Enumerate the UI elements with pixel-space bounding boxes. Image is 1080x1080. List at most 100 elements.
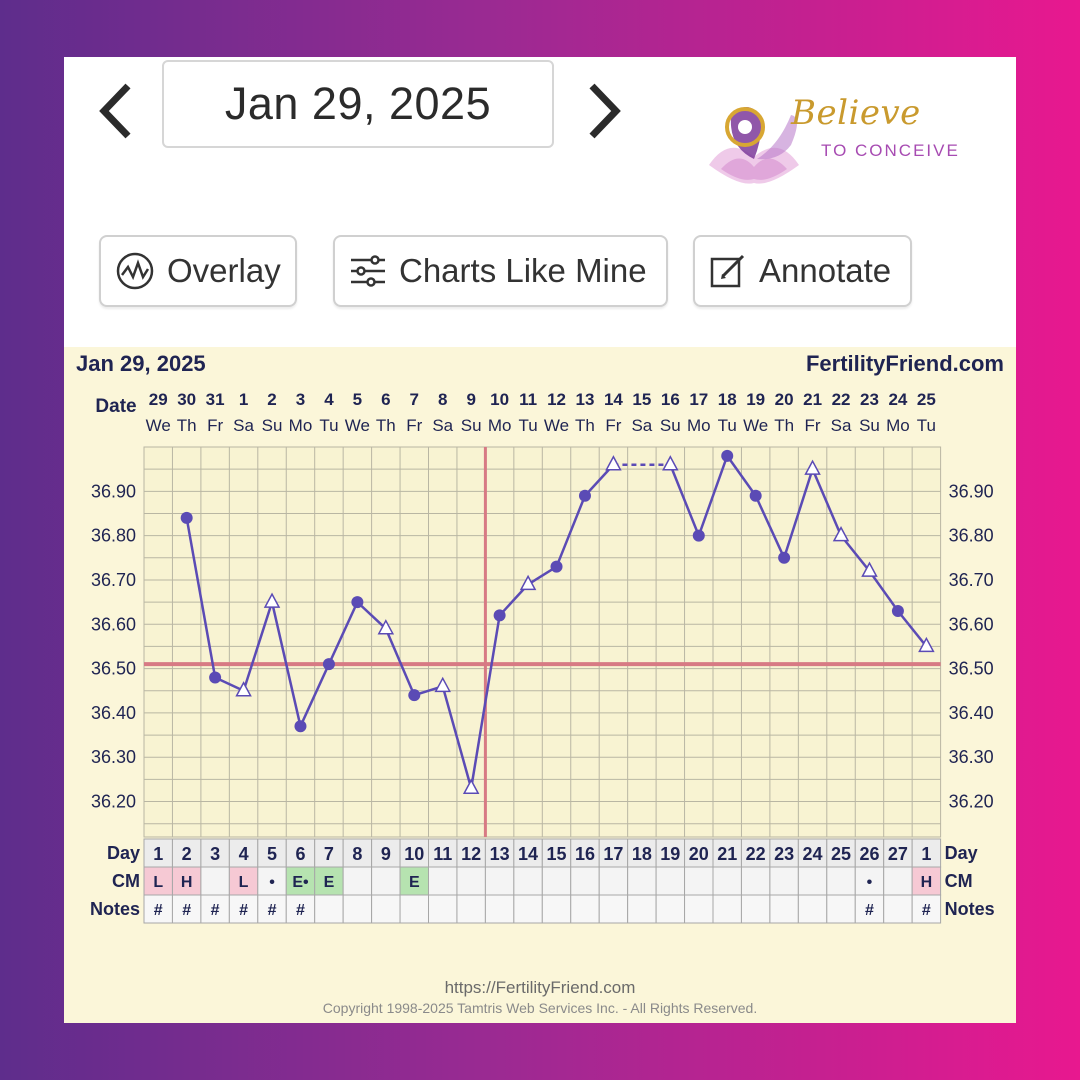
chart-site-name: FertilityFriend.com: [806, 351, 1004, 376]
weekday-tick-label: Su: [461, 416, 482, 435]
cm-cell: [570, 866, 600, 896]
weekday-tick-label: Mo: [289, 416, 313, 435]
y-tick-label-right: 36.20: [949, 792, 994, 812]
cycle-day-label: 5: [267, 844, 277, 864]
y-tick-label-left: 36.50: [91, 659, 136, 679]
day-cell: [797, 838, 828, 868]
notes-cell: [513, 894, 543, 924]
line-segment: [896, 610, 928, 648]
app-card: Jan 29, 2025 Believe TO CONCEIVE Overlay: [64, 57, 1016, 1023]
date-tick-label: 15: [632, 390, 651, 409]
date-tick-label: 17: [689, 390, 708, 409]
footer-url[interactable]: https://FertilityFriend.com: [445, 978, 636, 997]
next-date-button[interactable]: [584, 77, 624, 145]
notes-cell: [285, 894, 316, 924]
temperature-point-open: [519, 574, 537, 591]
day-cell: [627, 838, 657, 868]
date-tick-label: 19: [746, 390, 765, 409]
y-tick-label-left: 36.40: [91, 703, 136, 723]
temperature-point: [408, 689, 421, 702]
weekday-tick-label: Tu: [917, 416, 936, 435]
cycle-day-label: 22: [746, 844, 766, 864]
table-row-label-left: Notes: [90, 899, 140, 919]
cm-cell: [684, 866, 714, 896]
weekday-tick-label: We: [544, 416, 569, 435]
cycle-day-label: 12: [461, 844, 481, 864]
cm-cell: [200, 866, 230, 896]
weekday-tick-label: Su: [262, 416, 283, 435]
date-tick-label: 23: [860, 390, 879, 409]
day-cell: [314, 838, 344, 868]
temperature-point: [493, 609, 506, 622]
day-cell: [541, 838, 572, 868]
cycle-day-label: 17: [603, 844, 623, 864]
date-tick-label: 3: [296, 390, 305, 409]
y-tick-label-right: 36.60: [949, 614, 994, 634]
date-tick-label: 29: [149, 390, 168, 409]
day-cell: [712, 838, 742, 868]
cm-cell: [484, 866, 515, 896]
notes-cell: [200, 894, 230, 924]
line-segment: [270, 601, 302, 727]
date-tick-label: 2: [267, 390, 276, 409]
notes-cell: [797, 894, 828, 924]
line-segment: [868, 570, 899, 612]
temperature-point-open: [263, 592, 281, 608]
cm-cell: [712, 866, 742, 896]
y-tick-label-right: 36.80: [949, 526, 994, 546]
line-segment: [811, 468, 843, 537]
notes-value: #: [182, 902, 191, 919]
cycle-day-label: 26: [859, 844, 879, 864]
temperature-point: [721, 449, 734, 462]
notes-value: #: [239, 902, 248, 919]
weekday-tick-label: Mo: [886, 416, 910, 435]
notes-value: #: [296, 902, 305, 919]
annotate-button[interactable]: Annotate: [693, 235, 912, 307]
y-tick-label-right: 36.90: [949, 481, 994, 501]
cycle-day-label: 19: [660, 844, 680, 864]
temperature-point: [550, 560, 563, 573]
footer-copyright: Copyright 1998-2025 Tamtris Web Services…: [323, 1000, 757, 1016]
overlay-button[interactable]: Overlay: [99, 235, 297, 307]
date-tick-label: 13: [576, 390, 595, 409]
cycle-day-label: 1: [153, 844, 163, 864]
temperature-point: [351, 596, 364, 609]
butterfly-logo-icon: [709, 107, 799, 184]
cycle-day-label: 24: [803, 844, 823, 864]
line-segment: [782, 468, 814, 559]
cm-cell: [655, 866, 686, 896]
date-display[interactable]: Jan 29, 2025: [162, 60, 554, 148]
bbt-chart: Jan 29, 2025 FertilityFriend.com Date 29…: [64, 347, 1016, 1023]
cm-value: E: [409, 874, 420, 891]
date-tick-label: 31: [206, 390, 225, 409]
line-segment: [469, 615, 501, 789]
cm-cell: [541, 866, 572, 896]
cm-cell: [627, 866, 657, 896]
date-tick-label: 18: [718, 390, 737, 409]
charts-like-mine-button[interactable]: Charts Like Mine: [333, 235, 668, 307]
cycle-day-label: 8: [352, 844, 362, 864]
notes-cell: [740, 894, 771, 924]
notes-cell: [484, 894, 515, 924]
y-tick-label-left: 36.30: [91, 747, 136, 767]
date-tick-label: 7: [410, 390, 419, 409]
temperature-point: [778, 551, 791, 564]
notes-cell: [541, 894, 572, 924]
day-cell: [740, 838, 771, 868]
temperature-point: [578, 489, 591, 502]
notes-value: #: [211, 902, 220, 919]
brand-name: Believe: [791, 93, 921, 133]
line-segment: [299, 663, 331, 727]
prev-date-button[interactable]: [96, 77, 136, 145]
temperature-point-open: [662, 455, 679, 471]
line-segment: [356, 601, 387, 630]
cycle-day-label: 16: [575, 844, 595, 864]
cycle-day-label: 11: [433, 844, 452, 864]
cm-cell: [257, 866, 287, 896]
date-tick-label: 21: [803, 390, 822, 409]
notes-value: #: [268, 902, 277, 919]
table-row-label-right: Notes: [945, 899, 995, 919]
temperature-point-open: [918, 636, 935, 653]
sliders-icon: [351, 255, 385, 287]
temperature-point-open: [462, 778, 480, 794]
